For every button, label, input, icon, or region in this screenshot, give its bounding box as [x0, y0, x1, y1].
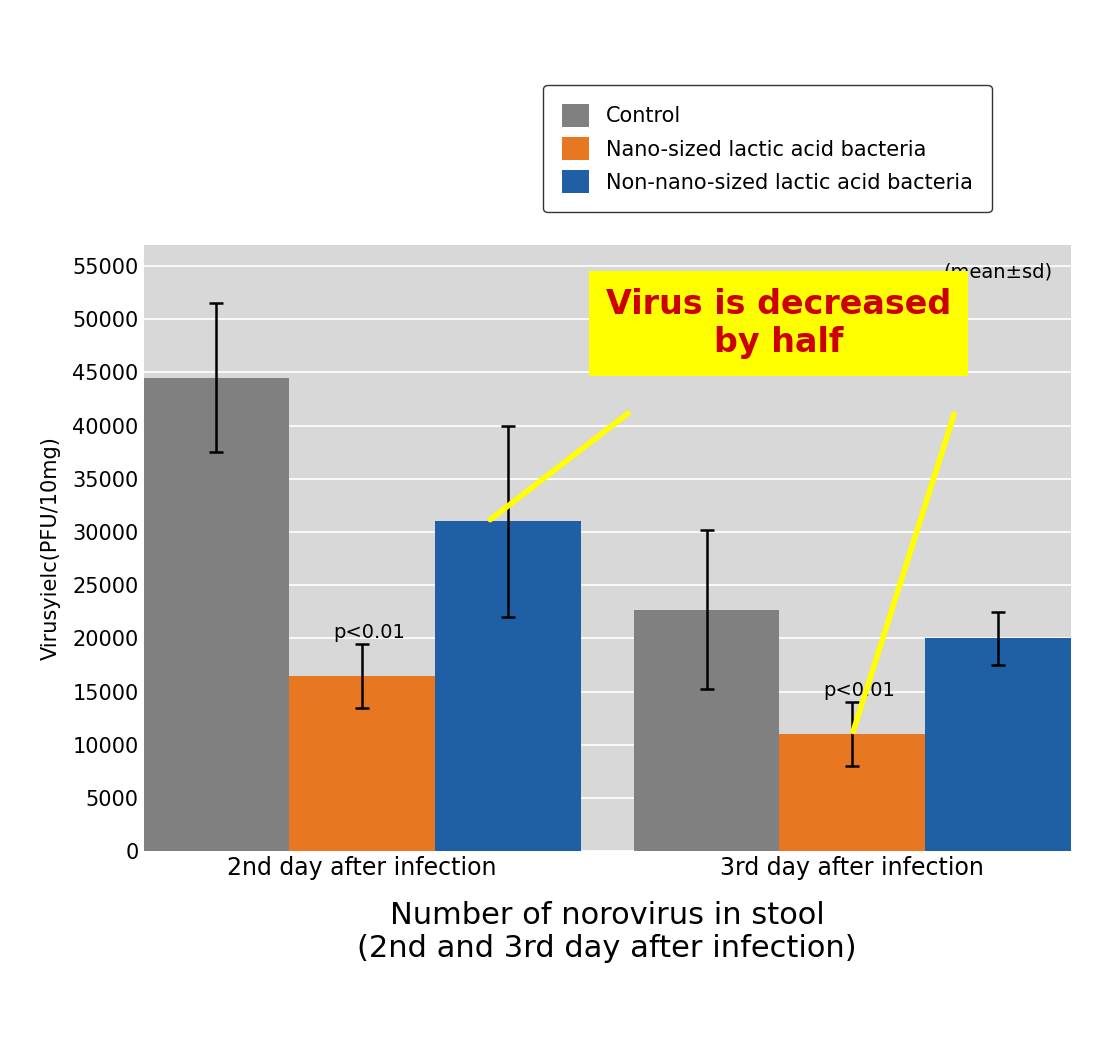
Bar: [634, 610, 779, 851]
Y-axis label: Virusyielc(PFU/10mg): Virusyielc(PFU/10mg): [41, 436, 62, 660]
Legend: Control, Nano-sized lactic acid bacteria, Non-nano-sized lactic acid bacteria: Control, Nano-sized lactic acid bacteria…: [543, 85, 991, 212]
Text: p<0.01: p<0.01: [822, 681, 895, 700]
X-axis label: Number of norovirus in stool
(2nd and 3rd day after infection): Number of norovirus in stool (2nd and 3r…: [358, 901, 857, 964]
Bar: [289, 676, 435, 851]
Bar: [925, 638, 1071, 851]
Bar: [435, 521, 581, 851]
Bar: [779, 734, 925, 851]
Text: p<0.01: p<0.01: [332, 622, 405, 642]
Bar: [144, 378, 289, 851]
Text: (mean±sd): (mean±sd): [943, 263, 1052, 282]
Text: Virus is decreased
by half: Virus is decreased by half: [606, 288, 952, 360]
